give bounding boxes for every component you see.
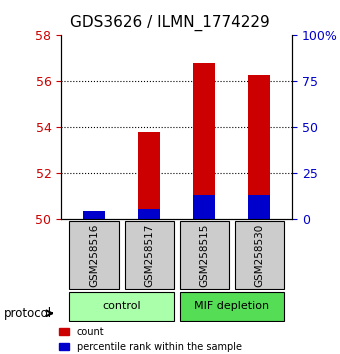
FancyBboxPatch shape <box>180 221 229 289</box>
Text: MIF depletion: MIF depletion <box>194 301 269 311</box>
FancyBboxPatch shape <box>180 292 284 321</box>
Text: GSM258517: GSM258517 <box>144 223 154 287</box>
FancyBboxPatch shape <box>235 221 284 289</box>
Bar <box>138 132 160 219</box>
Bar <box>83 213 105 219</box>
Bar <box>83 211 105 219</box>
Text: GSM258515: GSM258515 <box>199 223 209 287</box>
Text: protocol: protocol <box>3 307 52 320</box>
FancyBboxPatch shape <box>69 221 119 289</box>
Text: GSM258516: GSM258516 <box>89 223 99 287</box>
Text: GDS3626 / ILMN_1774229: GDS3626 / ILMN_1774229 <box>70 15 270 31</box>
Text: GSM258530: GSM258530 <box>254 223 265 286</box>
Legend: count, percentile rank within the sample: count, percentile rank within the sample <box>55 323 245 354</box>
Bar <box>193 63 215 219</box>
Bar <box>248 75 270 219</box>
Bar <box>138 209 160 219</box>
FancyBboxPatch shape <box>124 221 174 289</box>
Bar <box>248 195 270 219</box>
FancyBboxPatch shape <box>69 292 174 321</box>
Bar <box>193 195 215 219</box>
Text: control: control <box>102 301 141 311</box>
